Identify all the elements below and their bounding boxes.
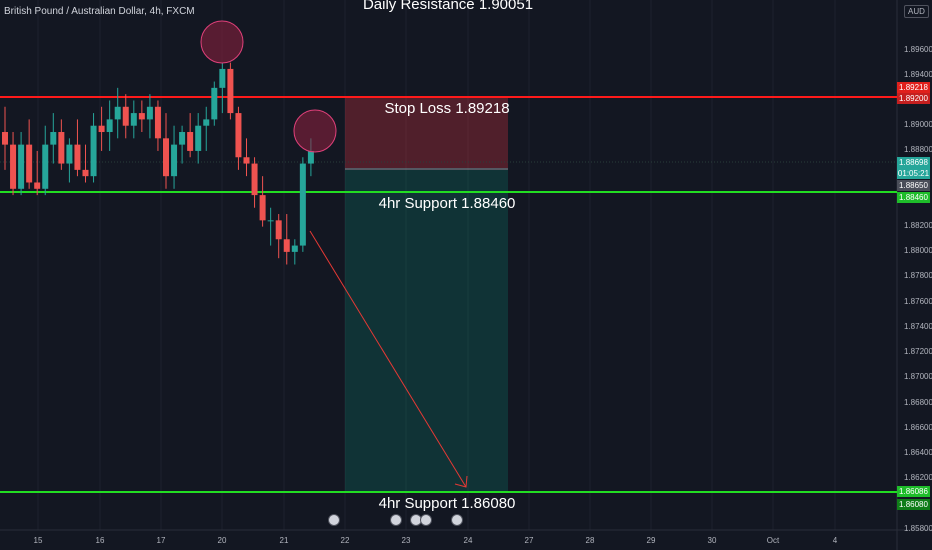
candle-body <box>187 132 194 151</box>
candle-body <box>82 169 89 177</box>
candle-body <box>251 163 258 196</box>
candle-body <box>130 113 137 126</box>
y-tick: 1.85800 <box>904 524 932 533</box>
x-tick: 29 <box>646 536 656 545</box>
x-tick: 21 <box>279 536 289 545</box>
arrow-head-icon <box>454 475 468 488</box>
y-tick: 1.89400 <box>904 70 932 79</box>
y-tick: 1.89600 <box>904 45 932 54</box>
candle-body <box>307 150 314 164</box>
candle-body <box>66 144 73 164</box>
y-tick: 1.87000 <box>904 372 932 381</box>
candle-body <box>98 125 105 133</box>
support-2-line-price-tag[interactable]: 1.86080 <box>897 499 930 510</box>
candle-body <box>90 125 97 177</box>
candle-body <box>195 125 202 151</box>
x-tick: 24 <box>463 536 473 545</box>
support-2-price-tag[interactable]: 1.86086 <box>897 486 930 497</box>
y-tick: 1.86600 <box>904 423 932 432</box>
currency-badge[interactable]: AUD <box>904 5 929 18</box>
candles <box>2 62 314 265</box>
entry-price-tag[interactable]: 1.88650 <box>897 180 930 191</box>
take-profit-zone[interactable] <box>345 170 508 492</box>
x-tick: 28 <box>585 536 595 545</box>
y-tick: 1.88000 <box>904 246 932 255</box>
candle-body <box>267 220 274 222</box>
x-tick: Oct <box>766 536 780 545</box>
y-tick: 1.87200 <box>904 347 932 356</box>
y-tick: 1.86200 <box>904 473 932 482</box>
candle-body <box>138 113 145 120</box>
candle-body <box>34 182 41 189</box>
candle-body <box>10 144 17 189</box>
candle-body <box>2 132 8 145</box>
support-1-price-tag[interactable]: 1.88460 <box>897 192 930 203</box>
candle-body <box>26 144 33 183</box>
candle-body <box>58 132 65 164</box>
candle-body <box>211 87 218 120</box>
candle-body <box>171 144 178 177</box>
y-tick: 1.88800 <box>904 145 932 154</box>
x-tick: 30 <box>707 536 717 545</box>
candle-body <box>74 144 81 170</box>
candle-body <box>50 132 57 145</box>
stop-loss-label[interactable]: Stop Loss 1.89218 <box>384 100 510 117</box>
candle-body <box>163 138 169 177</box>
stop-loss-price-tag[interactable]: 1.89218 <box>897 82 930 93</box>
candle-body <box>283 239 290 252</box>
candle-body <box>291 245 298 252</box>
grid <box>37 0 836 530</box>
economic-event-icon[interactable] <box>451 514 463 526</box>
candle-body <box>122 106 129 126</box>
y-tick: 1.87800 <box>904 271 932 280</box>
resistance-price-tag[interactable]: 1.89200 <box>897 93 930 104</box>
highlight-circle-top[interactable] <box>200 20 244 64</box>
y-tick: 1.87600 <box>904 297 932 306</box>
candle-body <box>114 106 121 120</box>
candle-body <box>243 157 250 164</box>
x-tick: 16 <box>95 536 105 545</box>
candle-body <box>179 132 186 145</box>
projection-arrow[interactable] <box>309 230 467 488</box>
candle-body <box>42 144 49 189</box>
economic-event-icon[interactable] <box>420 514 432 526</box>
x-tick: 15 <box>33 536 43 545</box>
candle-body <box>154 106 161 139</box>
x-tick: 23 <box>401 536 411 545</box>
candle-body <box>275 220 282 240</box>
y-tick: 1.86800 <box>904 398 932 407</box>
symbol-title[interactable]: British Pound / Australian Dollar, 4h, F… <box>4 6 195 17</box>
candle-body <box>106 119 113 133</box>
economic-event-icon[interactable] <box>328 514 340 526</box>
x-tick: 17 <box>156 536 166 545</box>
y-tick: 1.88200 <box>904 221 932 230</box>
y-tick: 1.89000 <box>904 120 932 129</box>
candle-body <box>299 163 306 246</box>
support-label-1[interactable]: 4hr Support 1.88460 <box>378 195 516 212</box>
stop-loss-zone[interactable] <box>345 98 508 168</box>
economic-event-icon[interactable] <box>390 514 402 526</box>
y-tick: 1.87400 <box>904 322 932 331</box>
candle-body <box>219 68 226 88</box>
candle-body <box>227 68 234 114</box>
candle-body <box>203 119 210 126</box>
countdown-tag: 01:05:21 <box>897 168 930 179</box>
support-label-2[interactable]: 4hr Support 1.86080 <box>378 495 516 512</box>
daily-resistance-label[interactable]: Daily Resistance 1.90051 <box>362 0 534 13</box>
candle-body <box>235 113 242 158</box>
x-tick: 20 <box>217 536 227 545</box>
y-tick: 1.86400 <box>904 448 932 457</box>
candle-body <box>146 106 153 120</box>
candle-body <box>18 144 25 189</box>
highlight-circle-retest[interactable] <box>293 109 337 153</box>
x-tick: 22 <box>340 536 350 545</box>
x-tick: 4 <box>832 536 838 545</box>
candle-body <box>259 195 266 221</box>
x-tick: 27 <box>524 536 534 545</box>
current-price-tag[interactable]: 1.88698 <box>897 157 930 168</box>
